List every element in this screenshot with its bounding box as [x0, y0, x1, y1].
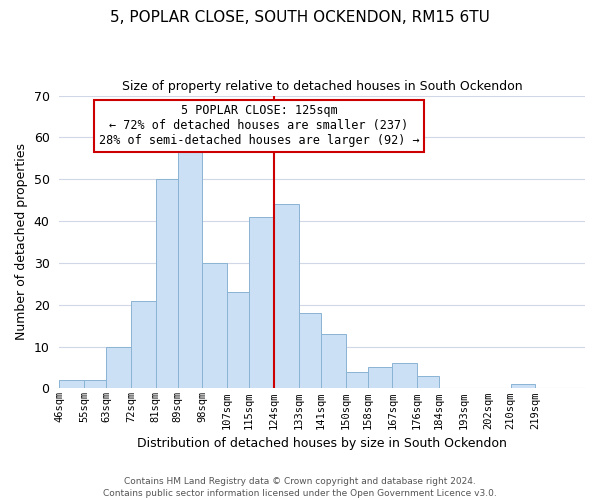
Bar: [106, 346, 131, 389]
Bar: [131, 300, 155, 388]
Bar: [346, 372, 368, 388]
Text: 5 POPLAR CLOSE: 125sqm
← 72% of detached houses are smaller (237)
28% of semi-de: 5 POPLAR CLOSE: 125sqm ← 72% of detached…: [99, 104, 419, 148]
Bar: [392, 364, 417, 388]
Bar: [274, 204, 299, 388]
Bar: [178, 146, 202, 388]
Bar: [368, 368, 392, 388]
Bar: [84, 380, 106, 388]
Bar: [321, 334, 346, 388]
Bar: [249, 217, 274, 388]
Bar: [299, 313, 321, 388]
Bar: [202, 263, 227, 388]
Bar: [59, 380, 84, 388]
Y-axis label: Number of detached properties: Number of detached properties: [15, 144, 28, 340]
Text: 5, POPLAR CLOSE, SOUTH OCKENDON, RM15 6TU: 5, POPLAR CLOSE, SOUTH OCKENDON, RM15 6T…: [110, 10, 490, 25]
Title: Size of property relative to detached houses in South Ockendon: Size of property relative to detached ho…: [122, 80, 523, 93]
Bar: [417, 376, 439, 388]
X-axis label: Distribution of detached houses by size in South Ockendon: Distribution of detached houses by size …: [137, 437, 507, 450]
Bar: [227, 292, 249, 388]
Text: Contains HM Land Registry data © Crown copyright and database right 2024.
Contai: Contains HM Land Registry data © Crown c…: [103, 476, 497, 498]
Bar: [155, 179, 178, 388]
Bar: [511, 384, 535, 388]
